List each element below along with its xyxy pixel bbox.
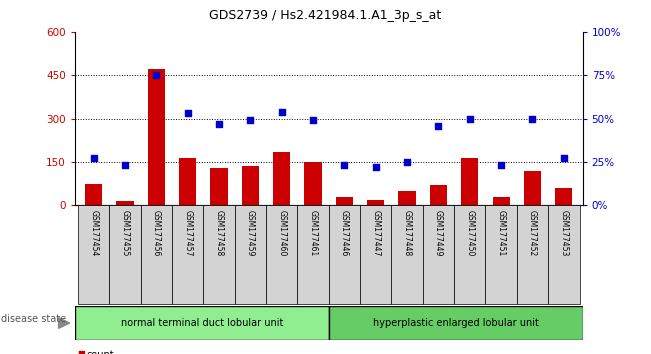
Text: ■: ■ — [77, 349, 85, 354]
Bar — [235, 205, 266, 304]
Bar — [486, 205, 517, 304]
Bar — [172, 205, 203, 304]
Bar — [203, 205, 235, 304]
Bar — [109, 205, 141, 304]
Text: GSM177451: GSM177451 — [497, 210, 506, 257]
Bar — [454, 205, 486, 304]
Text: hyperplastic enlarged lobular unit: hyperplastic enlarged lobular unit — [373, 318, 538, 328]
Text: GSM177447: GSM177447 — [371, 210, 380, 257]
Point — [214, 121, 224, 127]
Text: GSM177446: GSM177446 — [340, 210, 349, 257]
Bar — [117, 201, 133, 205]
Bar — [555, 188, 572, 205]
Text: GSM177458: GSM177458 — [215, 210, 223, 257]
Point — [370, 164, 381, 170]
Point — [89, 156, 99, 161]
Bar — [524, 171, 541, 205]
Bar — [242, 166, 259, 205]
Bar — [210, 168, 228, 205]
Text: GSM177459: GSM177459 — [246, 210, 255, 257]
Text: GSM177455: GSM177455 — [120, 210, 130, 257]
Bar — [517, 205, 548, 304]
Text: GDS2739 / Hs2.421984.1.A1_3p_s_at: GDS2739 / Hs2.421984.1.A1_3p_s_at — [210, 9, 441, 22]
Bar — [398, 191, 416, 205]
Text: disease state: disease state — [1, 314, 66, 325]
Text: GSM177460: GSM177460 — [277, 210, 286, 257]
Point — [402, 159, 412, 165]
Text: GSM177452: GSM177452 — [528, 210, 537, 257]
Point — [277, 109, 287, 114]
Point — [465, 116, 475, 121]
Point — [120, 162, 130, 168]
Point — [496, 162, 506, 168]
Point — [559, 156, 569, 161]
Bar — [329, 306, 583, 340]
Bar — [305, 162, 322, 205]
Bar — [422, 205, 454, 304]
Text: GSM177453: GSM177453 — [559, 210, 568, 257]
Point — [527, 116, 538, 121]
Bar — [360, 205, 391, 304]
Bar — [78, 205, 109, 304]
Bar — [391, 205, 422, 304]
Bar — [298, 205, 329, 304]
Bar — [148, 69, 165, 205]
Text: GSM177457: GSM177457 — [183, 210, 192, 257]
Text: GSM177461: GSM177461 — [309, 210, 318, 257]
Bar — [493, 197, 510, 205]
Bar — [329, 205, 360, 304]
Bar — [75, 306, 329, 340]
Bar — [336, 197, 353, 205]
Point — [339, 162, 350, 168]
Bar — [266, 205, 298, 304]
Point — [245, 118, 256, 123]
Point — [434, 123, 444, 129]
Bar — [367, 200, 384, 205]
Point — [182, 110, 193, 116]
Text: GSM177454: GSM177454 — [89, 210, 98, 257]
Bar — [179, 158, 197, 205]
Bar — [548, 205, 579, 304]
Text: GSM177456: GSM177456 — [152, 210, 161, 257]
Bar — [461, 158, 478, 205]
Text: normal terminal duct lobular unit: normal terminal duct lobular unit — [120, 318, 283, 328]
Bar — [85, 184, 102, 205]
Text: GSM177449: GSM177449 — [434, 210, 443, 257]
Bar — [430, 185, 447, 205]
Point — [308, 118, 318, 123]
Text: GSM177450: GSM177450 — [465, 210, 475, 257]
Point — [151, 73, 161, 78]
Bar — [273, 152, 290, 205]
Text: GSM177448: GSM177448 — [402, 210, 411, 257]
Polygon shape — [59, 318, 70, 329]
Bar — [141, 205, 172, 304]
Text: count: count — [87, 350, 114, 354]
